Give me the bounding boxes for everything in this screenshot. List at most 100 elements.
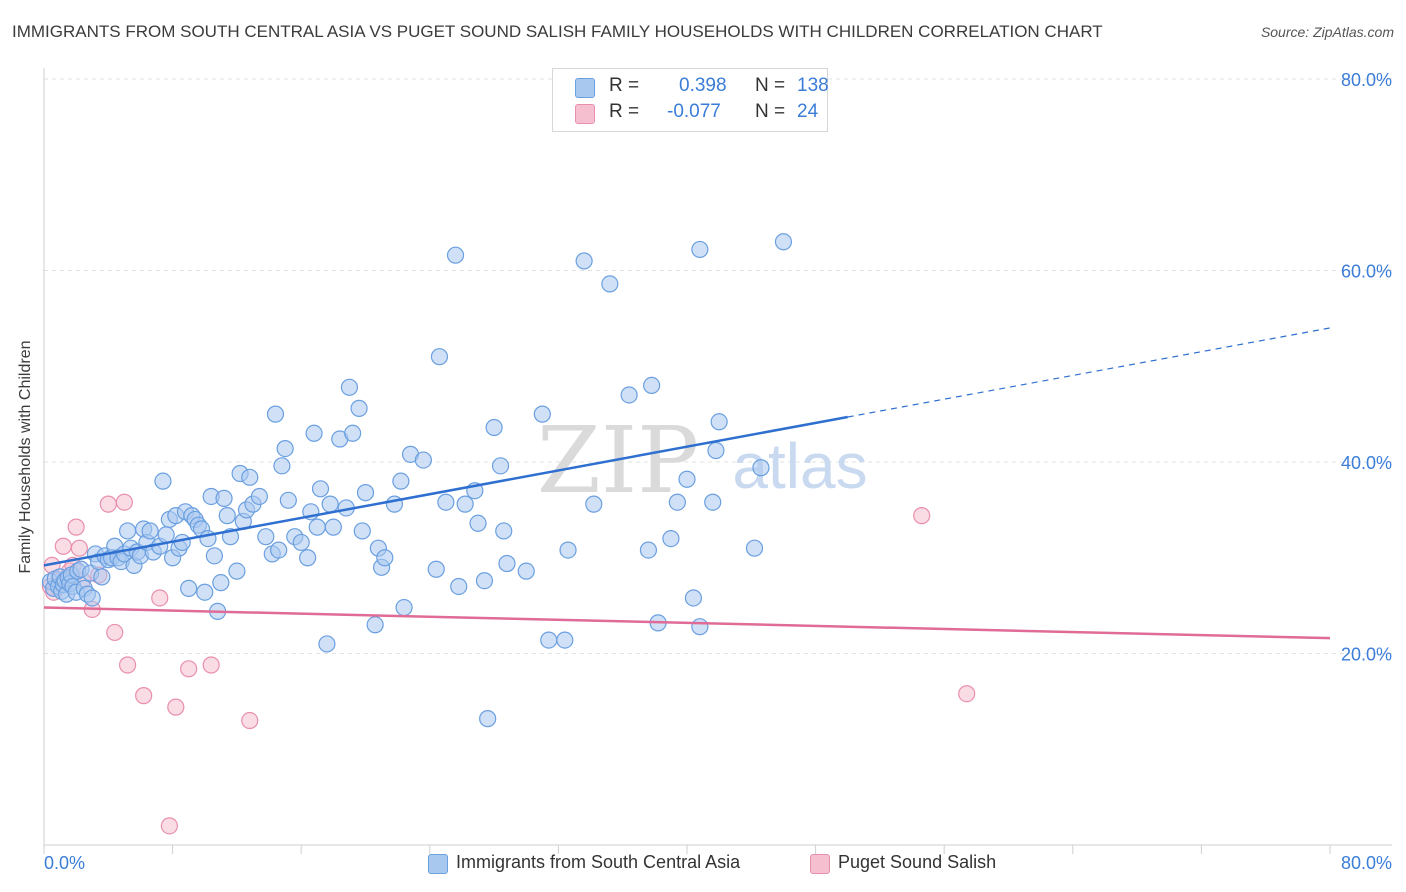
bottom-legend-label: Immigrants from South Central Asia bbox=[456, 852, 741, 872]
data-point-blue bbox=[344, 424, 362, 442]
data-point-blue bbox=[684, 589, 703, 607]
data-point-blue bbox=[241, 468, 259, 486]
data-point-blue bbox=[356, 484, 375, 502]
data-point-blue bbox=[321, 495, 339, 513]
data-point-blue bbox=[180, 579, 198, 597]
legend-n-label: N = bbox=[755, 101, 786, 122]
data-point-blue bbox=[196, 583, 214, 601]
data-point-blue bbox=[678, 470, 696, 488]
data-point-blue bbox=[479, 710, 497, 728]
data-point-blue bbox=[318, 635, 336, 653]
data-point-blue bbox=[205, 547, 223, 565]
data-point-blue bbox=[691, 240, 709, 259]
data-point-blue bbox=[485, 418, 503, 437]
data-point-pink bbox=[118, 656, 137, 674]
data-point-blue bbox=[414, 451, 432, 469]
data-point-blue bbox=[585, 495, 603, 513]
data-point-pink bbox=[241, 711, 259, 730]
data-point-blue bbox=[118, 522, 137, 540]
legend-r-label: R = bbox=[609, 75, 640, 96]
data-point-blue bbox=[450, 577, 468, 596]
bottom-legend-label: Puget Sound Salish bbox=[838, 852, 997, 872]
data-point-blue bbox=[273, 457, 291, 475]
data-point-blue bbox=[491, 457, 510, 475]
data-point-blue bbox=[456, 495, 474, 513]
data-point-blue bbox=[495, 522, 513, 540]
data-point-blue bbox=[446, 246, 465, 264]
data-point-blue bbox=[620, 386, 638, 404]
data-point-blue bbox=[691, 618, 709, 636]
data-point-blue bbox=[157, 526, 175, 544]
data-point-blue bbox=[556, 631, 574, 649]
data-point-blue bbox=[353, 522, 371, 540]
x-tick-label: 80.0% bbox=[1341, 853, 1392, 873]
data-point-pink bbox=[160, 817, 178, 835]
data-point-blue bbox=[279, 491, 297, 509]
trend-line-pink bbox=[43, 606, 1331, 640]
data-point-blue bbox=[154, 472, 172, 490]
legend-r-label: R = bbox=[609, 101, 640, 122]
legend-r-value: -0.077 bbox=[667, 101, 721, 122]
source-credit: Source: ZipAtlas.com bbox=[1260, 24, 1394, 40]
data-point-blue bbox=[350, 399, 368, 417]
data-point-blue bbox=[559, 541, 577, 559]
data-point-blue bbox=[707, 441, 725, 460]
data-point-blue bbox=[173, 533, 191, 552]
grid-lines bbox=[44, 78, 1392, 654]
trend-line-blue-dashed bbox=[847, 327, 1331, 418]
data-point-blue bbox=[745, 539, 764, 557]
data-point-blue bbox=[340, 378, 359, 396]
trend-lines bbox=[43, 327, 1331, 640]
data-point-pink bbox=[151, 589, 169, 607]
data-point-pink bbox=[913, 507, 931, 525]
data-point-blue bbox=[257, 528, 275, 546]
data-point-blue bbox=[662, 529, 680, 548]
data-point-blue bbox=[427, 560, 445, 578]
data-point-blue bbox=[469, 514, 487, 532]
series-immigrants-south-central-asia bbox=[41, 233, 793, 728]
data-point-blue bbox=[376, 549, 394, 567]
data-point-blue bbox=[533, 405, 551, 423]
data-point-blue bbox=[392, 472, 410, 490]
axes bbox=[43, 68, 1392, 854]
data-point-pink bbox=[99, 495, 117, 513]
data-point-blue bbox=[475, 572, 494, 590]
data-point-pink bbox=[180, 660, 198, 678]
x-tick-label: 0.0% bbox=[44, 853, 85, 873]
data-point-blue bbox=[774, 233, 793, 251]
data-point-blue bbox=[212, 574, 230, 592]
bottom-legend-swatch-blue bbox=[428, 854, 448, 874]
data-point-blue bbox=[305, 424, 323, 442]
data-point-pink bbox=[54, 537, 72, 555]
data-point-blue bbox=[498, 554, 516, 573]
data-point-blue bbox=[395, 598, 413, 617]
tick-labels: 20.0% 40.0% 60.0% 80.0% 0.0% 80.0% bbox=[44, 70, 1392, 873]
data-point-blue bbox=[430, 348, 449, 366]
data-point-blue bbox=[250, 487, 269, 506]
data-point-blue bbox=[575, 252, 593, 270]
data-point-pink bbox=[106, 623, 124, 642]
data-point-pink bbox=[958, 685, 976, 703]
data-point-blue bbox=[141, 522, 159, 540]
data-point-pink bbox=[167, 698, 185, 716]
chart-title: IMMIGRANTS FROM SOUTH CENTRAL ASIA VS PU… bbox=[12, 22, 1103, 41]
data-point-blue bbox=[93, 568, 111, 586]
legend-swatch-pink bbox=[575, 104, 595, 124]
data-point-blue bbox=[228, 562, 246, 580]
legend-n-value: 24 bbox=[797, 101, 819, 122]
data-point-pink bbox=[67, 518, 85, 536]
data-point-blue bbox=[215, 489, 233, 507]
data-point-blue bbox=[308, 518, 326, 536]
legend-n-label: N = bbox=[755, 75, 786, 96]
trend-line-blue bbox=[43, 415, 848, 567]
data-point-pink bbox=[115, 493, 133, 511]
data-point-blue bbox=[270, 541, 288, 559]
y-tick-label: 40.0% bbox=[1341, 453, 1392, 473]
data-point-blue bbox=[266, 405, 285, 423]
data-point-blue bbox=[710, 413, 728, 431]
data-point-pink bbox=[70, 539, 88, 557]
data-point-blue bbox=[517, 562, 535, 580]
data-point-blue bbox=[218, 507, 236, 525]
data-point-blue bbox=[83, 589, 101, 607]
